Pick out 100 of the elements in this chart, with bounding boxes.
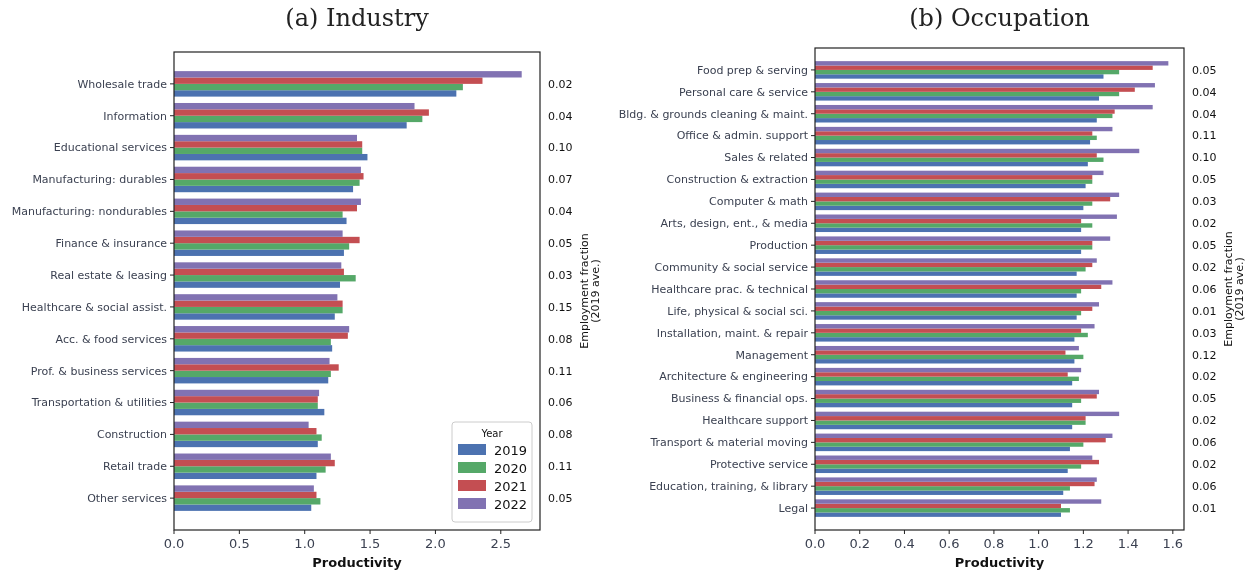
bar	[815, 157, 1104, 162]
legend-label: 2022	[494, 496, 528, 512]
bar	[174, 134, 357, 142]
y-tick-label: Arts, design, ent., & media	[660, 217, 808, 231]
text: 0.04	[548, 205, 573, 219]
bar	[174, 83, 463, 91]
text: 0.08	[548, 332, 573, 346]
text: 0.02	[1192, 217, 1217, 231]
x-tick-label: 0.8	[983, 536, 1005, 551]
bar	[815, 236, 1111, 241]
bar	[174, 338, 331, 346]
y-tick-label: Healthcare support	[702, 414, 809, 428]
bar	[815, 175, 1093, 180]
bar	[815, 481, 1095, 487]
bar	[815, 240, 1093, 246]
bar	[174, 345, 333, 352]
bar	[174, 185, 354, 193]
bar	[815, 262, 1093, 268]
y-tick-label: Community & social service	[654, 260, 809, 274]
text: 0.10	[1192, 151, 1217, 165]
bar	[174, 459, 335, 467]
bar	[815, 337, 1075, 342]
bar	[815, 179, 1093, 184]
bar	[815, 490, 1064, 495]
x-axis-title: Productivity	[954, 555, 1045, 570]
text: 0.01	[1192, 304, 1217, 318]
bar	[815, 433, 1113, 438]
bar	[174, 332, 348, 339]
bar	[815, 459, 1100, 465]
bar	[174, 440, 318, 448]
bar	[174, 421, 309, 429]
text: 0.11	[548, 460, 573, 474]
text: 0.11	[1192, 129, 1217, 143]
x-axis-title: Productivity	[312, 555, 403, 570]
x-tick-label: 0.5	[229, 536, 250, 551]
bar	[815, 170, 1104, 176]
bar	[174, 77, 483, 84]
bar	[815, 302, 1100, 307]
y-tick-label: Acc. & food services	[55, 332, 168, 346]
bar	[815, 201, 1093, 206]
bar	[815, 280, 1113, 285]
bar	[815, 223, 1093, 228]
bar	[815, 118, 1097, 123]
bar	[174, 466, 326, 473]
bar	[815, 420, 1086, 425]
y-tick-label: Business & financial ops.	[670, 392, 808, 406]
bar	[815, 372, 1068, 377]
bar	[815, 227, 1082, 233]
bar	[815, 468, 1068, 474]
y-tick-label: Manufacturing: nondurables	[11, 205, 168, 219]
bar	[174, 428, 317, 435]
bar	[174, 326, 350, 333]
x-tick-label: 1.0	[1028, 536, 1049, 551]
bar	[815, 455, 1093, 460]
y-tick-label: Production	[749, 239, 809, 253]
x-tick-label: 1.2	[1073, 536, 1094, 551]
bar	[815, 109, 1115, 114]
text: 0.05	[548, 237, 573, 251]
y-tick-label: Food prep & serving	[697, 63, 808, 77]
y-tick-label: Wholesale trade	[77, 77, 168, 91]
bar	[815, 499, 1102, 504]
bar	[815, 350, 1066, 355]
y-tick-label: Retail trade	[103, 460, 168, 474]
bar	[815, 402, 1073, 408]
bar	[815, 91, 1120, 97]
bar	[174, 453, 331, 460]
bar	[174, 249, 344, 256]
bar	[815, 394, 1097, 399]
bar	[815, 153, 1097, 158]
bar	[174, 498, 321, 505]
bar	[174, 173, 364, 180]
bar	[815, 249, 1082, 254]
bar	[174, 230, 343, 237]
y-tick-label: Computer & math	[709, 195, 809, 209]
bar	[174, 179, 360, 186]
bar	[815, 183, 1086, 189]
y-tick-label: Other services	[87, 491, 168, 505]
text: 0.02	[1192, 260, 1217, 274]
bar	[815, 328, 1082, 333]
bar	[815, 306, 1093, 311]
text: 0.06	[1192, 436, 1217, 450]
bar	[815, 245, 1093, 250]
text: 0.06	[1192, 282, 1217, 296]
y-tick-label: Life, physical & social sci.	[667, 304, 808, 318]
y-tick-label: Healthcare prac. & technical	[651, 282, 808, 296]
y-tick-label: Information	[103, 109, 168, 123]
bar	[815, 74, 1104, 79]
bar	[174, 491, 317, 499]
y-tick-label: Sales & related	[724, 151, 808, 165]
text: 0.05	[1192, 63, 1217, 77]
bar	[174, 275, 356, 282]
y-tick-label: Manufacturing: durables	[32, 173, 168, 187]
text: 0.08	[548, 428, 573, 442]
bar	[815, 161, 1088, 167]
bar	[815, 477, 1097, 482]
y-tick-label: Education, training, & library	[649, 480, 809, 494]
text: 0.04	[1192, 107, 1217, 121]
bar	[815, 310, 1082, 316]
bar	[174, 313, 335, 320]
bar	[815, 214, 1117, 219]
